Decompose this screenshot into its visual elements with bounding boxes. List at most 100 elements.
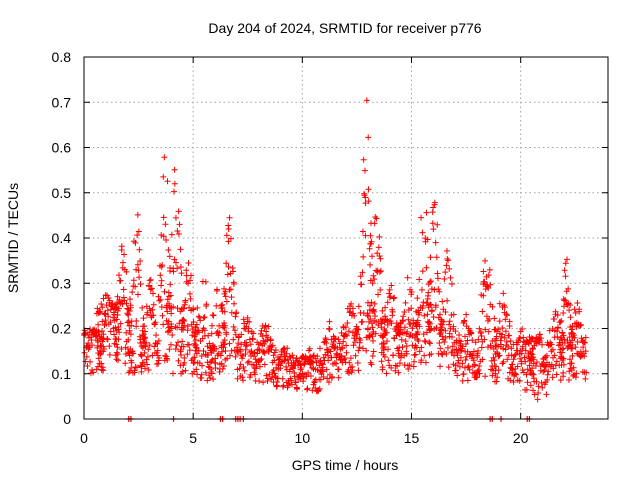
data-point (120, 286, 127, 293)
data-point (136, 274, 143, 281)
data-point (414, 295, 421, 302)
data-point (549, 346, 556, 353)
data-point (391, 294, 398, 301)
data-point (462, 357, 469, 364)
data-point (536, 331, 543, 338)
data-point (425, 319, 432, 326)
data-point (576, 308, 583, 315)
data-point (137, 257, 144, 264)
data-point (480, 268, 487, 275)
data-point (214, 328, 221, 335)
data-point (503, 338, 510, 345)
data-point (265, 323, 272, 330)
data-point (210, 376, 217, 383)
data-point (234, 375, 241, 382)
data-point (581, 353, 588, 360)
data-point (127, 331, 134, 338)
data-point (420, 331, 427, 338)
data-point (100, 295, 107, 302)
data-point (323, 366, 330, 373)
data-point (232, 353, 239, 360)
data-point (251, 353, 258, 360)
data-point (482, 373, 489, 380)
data-point (499, 331, 506, 338)
data-point (401, 309, 408, 316)
data-point (170, 188, 177, 195)
data-point (106, 343, 113, 350)
data-point (581, 339, 588, 346)
data-point (376, 269, 383, 276)
data-point (404, 274, 411, 281)
data-point (364, 310, 371, 317)
data-point (208, 358, 215, 365)
data-point (517, 355, 524, 362)
data-point (510, 378, 517, 385)
data-point (220, 324, 227, 331)
data-point (507, 377, 514, 384)
data-point (567, 314, 574, 321)
data-point (147, 276, 154, 283)
data-point (90, 369, 97, 376)
data-point (569, 341, 576, 348)
data-point (304, 386, 311, 393)
data-point (117, 320, 124, 327)
data-point (240, 364, 247, 371)
data-point (468, 329, 475, 336)
data-point (426, 340, 433, 347)
data-point (145, 366, 152, 373)
data-point (133, 266, 140, 273)
data-point (116, 329, 123, 336)
data-point (495, 353, 502, 360)
data-point (171, 166, 178, 173)
data-point (454, 372, 461, 379)
data-point (557, 377, 564, 384)
data-point (539, 384, 546, 391)
data-point (496, 318, 503, 325)
y-axis-label: SRMTID / TECUs (5, 183, 21, 293)
data-point (98, 360, 105, 367)
data-point (456, 331, 463, 338)
data-point (163, 237, 170, 244)
data-point (177, 246, 184, 253)
data-point (346, 359, 353, 366)
data-point (582, 375, 589, 382)
data-point (232, 331, 239, 338)
data-point (560, 332, 567, 339)
data-point (423, 264, 430, 271)
data-point (357, 336, 364, 343)
data-point (147, 286, 154, 293)
data-point (305, 369, 312, 376)
data-point (306, 354, 313, 361)
data-point (166, 253, 173, 260)
data-point (457, 354, 464, 361)
data-point (209, 356, 216, 363)
data-point (560, 369, 567, 376)
data-point (228, 309, 235, 316)
data-point (414, 317, 421, 324)
data-point (557, 319, 564, 326)
data-point (527, 382, 534, 389)
data-point (205, 351, 212, 358)
data-point (566, 368, 573, 375)
data-point (530, 356, 537, 363)
data-point (554, 328, 561, 335)
data-point (342, 359, 349, 366)
data-point (230, 279, 237, 286)
data-point (505, 343, 512, 350)
data-point (443, 350, 450, 357)
data-point (369, 353, 376, 360)
data-point (191, 333, 198, 340)
data-point (392, 362, 399, 369)
data-point (544, 376, 551, 383)
data-point (416, 348, 423, 355)
data-point (135, 228, 142, 235)
data-point (242, 346, 249, 353)
data-point (123, 300, 130, 307)
data-point (128, 322, 135, 329)
data-point (406, 362, 413, 369)
data-point (389, 308, 396, 315)
data-point (224, 271, 231, 278)
data-point (551, 316, 558, 323)
data-point (427, 320, 434, 327)
